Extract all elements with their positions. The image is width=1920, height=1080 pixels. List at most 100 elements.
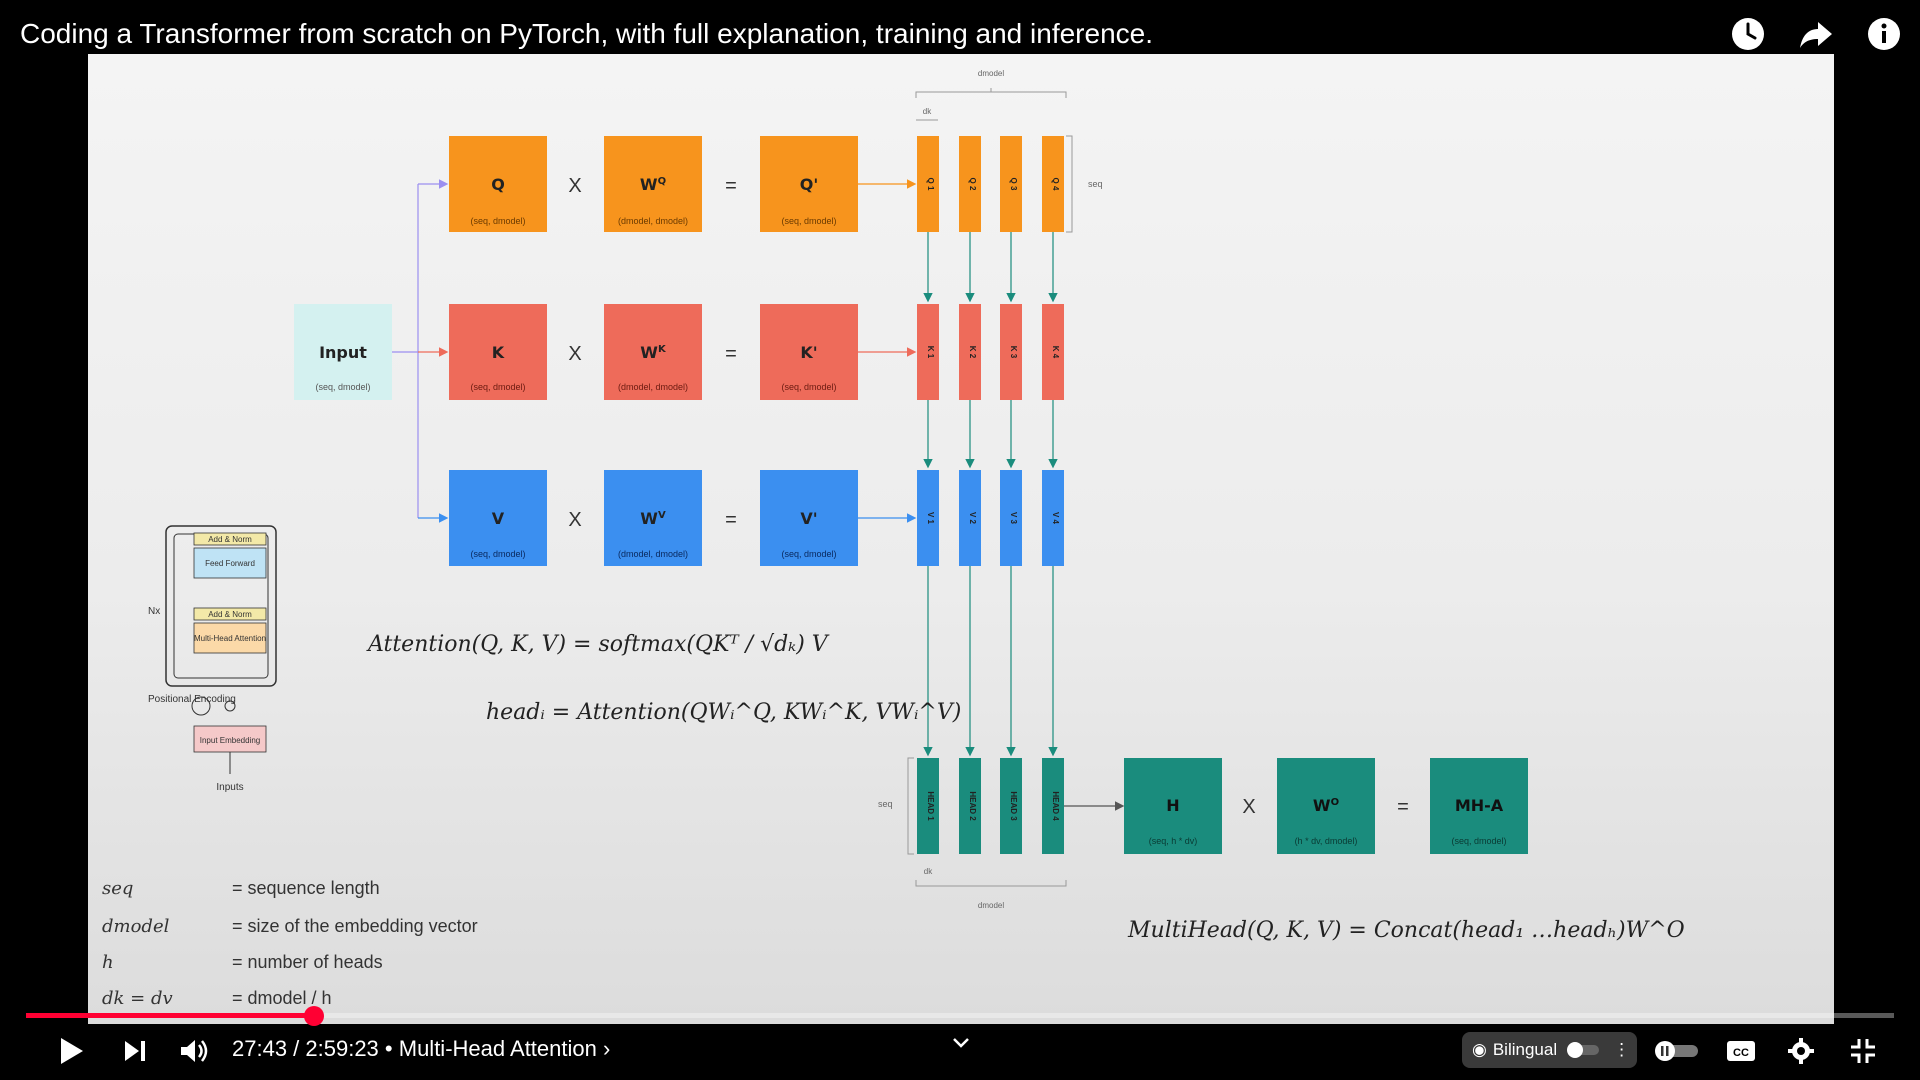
svg-text:Positional Encoding: Positional Encoding: [148, 694, 236, 705]
input-label: Input: [319, 343, 367, 362]
svg-text:(dmodel, dmodel): (dmodel, dmodel): [618, 549, 688, 559]
translate-icon: ◉: [1472, 1040, 1487, 1059]
svg-text:Q 4: Q 4: [1051, 178, 1060, 191]
video-frame[interactable]: Input (seq, dmodel) Q (seq, dmodel) X WQ…: [88, 54, 1834, 1024]
settings-button[interactable]: [1778, 1028, 1824, 1074]
svg-text:=: =: [725, 175, 737, 197]
next-icon: [125, 1041, 145, 1061]
svg-text:(seq, dmodel): (seq, dmodel): [781, 382, 836, 392]
svg-text:X: X: [568, 343, 581, 365]
svg-text:=: =: [725, 343, 737, 365]
svg-text:Feed Forward: Feed Forward: [205, 559, 255, 568]
svg-text:(seq, dmodel): (seq, dmodel): [470, 216, 525, 226]
svg-text:(seq, h * dv): (seq, h * dv): [1149, 836, 1198, 846]
input-box: [294, 304, 392, 400]
captions-button[interactable]: CC: [1718, 1028, 1764, 1074]
svg-text:Q': Q': [800, 175, 819, 194]
video-title[interactable]: Coding a Transformer from scratch on PyT…: [20, 18, 1154, 49]
svg-text:K 4: K 4: [1051, 346, 1060, 359]
exit-fullscreen-icon: [1851, 1039, 1875, 1063]
q-prime-box: [760, 136, 858, 232]
attention-formula: Attention(Q, K, V) = softmax(QKᵀ / √dₖ) …: [368, 632, 828, 657]
svg-text:HEAD 2: HEAD 2: [968, 791, 977, 821]
more-vert-icon[interactable]: ⋮: [1613, 1040, 1631, 1059]
wq-box: [604, 136, 702, 232]
svg-text:=: =: [1397, 796, 1409, 818]
wv-box: [604, 470, 702, 566]
toggle-dot-icon[interactable]: [1567, 1042, 1600, 1058]
share-icon[interactable]: [1796, 14, 1836, 54]
svg-text:V 2: V 2: [968, 512, 977, 525]
svg-text:(seq, dmodel): (seq, dmodel): [1451, 836, 1506, 846]
svg-text:seq: seq: [1088, 179, 1103, 189]
encoder-mini-diagram: Add & Norm Feed Forward Add & Norm Multi…: [148, 525, 277, 793]
watch-later-icon[interactable]: [1728, 14, 1768, 54]
info-icon[interactable]: [1864, 14, 1904, 54]
next-button[interactable]: [112, 1028, 158, 1074]
volume-icon: [181, 1040, 208, 1062]
svg-text:(seq, dmodel): (seq, dmodel): [781, 549, 836, 559]
play-icon: [61, 1038, 83, 1064]
svg-text:Nx: Nx: [148, 606, 160, 617]
svg-text:Add & Norm: Add & Norm: [208, 535, 252, 544]
svg-text:Q: Q: [491, 175, 505, 194]
chapter-chevron-icon[interactable]: ›: [602, 1036, 611, 1061]
svg-text:MH-A: MH-A: [1455, 796, 1504, 815]
mha-diagram: Input (seq, dmodel) Q (seq, dmodel) X WQ…: [148, 69, 1528, 910]
bilingual-toggle[interactable]: ◉ Bilingual ⋮: [1462, 1032, 1637, 1068]
svg-text:H: H: [1166, 796, 1179, 815]
svg-text:V 1: V 1: [926, 512, 935, 525]
svg-text:dk: dk: [924, 867, 933, 876]
input-sub: (seq, dmodel): [315, 382, 370, 392]
progress-bar[interactable]: [26, 1006, 1894, 1026]
svg-text:(seq, dmodel): (seq, dmodel): [470, 549, 525, 559]
svg-text:K 2: K 2: [968, 346, 977, 359]
volume-button[interactable]: [172, 1028, 218, 1074]
gear-icon: [1788, 1038, 1814, 1064]
multihead-formula: MultiHead(Q, K, V) = Concat(head₁ …headₕ…: [1128, 918, 1685, 943]
svg-text:Input Embedding: Input Embedding: [200, 736, 261, 745]
time-display[interactable]: 27:43 / 2:59:23 • Multi-Head Attention ›: [232, 1036, 611, 1061]
svg-text:X: X: [568, 175, 581, 197]
bilingual-label: Bilingual: [1492, 1040, 1558, 1059]
v-prime-box: [760, 470, 858, 566]
svg-text:dk: dk: [923, 107, 932, 116]
top-bar: Coding a Transformer from scratch on PyT…: [0, 0, 1920, 56]
chapter-title[interactable]: Multi-Head Attention: [398, 1036, 597, 1061]
k-box: [449, 304, 547, 400]
chevron-down-icon[interactable]: [952, 1036, 970, 1054]
legend-row: dk = dv = dmodel / h: [102, 988, 332, 1009]
top-icons: [1728, 14, 1904, 54]
v-box: [449, 470, 547, 566]
svg-text:(dmodel, dmodel): (dmodel, dmodel): [618, 216, 688, 226]
svg-text:(h * dv, dmodel): (h * dv, dmodel): [1295, 836, 1358, 846]
autoplay-toggle[interactable]: [1652, 1028, 1702, 1074]
svg-text:X: X: [568, 509, 581, 531]
legend-row: h = number of heads: [102, 952, 383, 973]
time-label: 27:43 / 2:59:23: [232, 1036, 379, 1061]
svg-text:dmodel: dmodel: [978, 69, 1004, 78]
exit-fullscreen-button[interactable]: [1840, 1028, 1886, 1074]
svg-text:(dmodel, dmodel): (dmodel, dmodel): [618, 382, 688, 392]
head-columns: [917, 136, 1064, 854]
play-button[interactable]: [48, 1028, 94, 1074]
svg-text:Add & Norm: Add & Norm: [208, 610, 252, 619]
svg-text:Multi-Head Attention: Multi-Head Attention: [194, 634, 266, 643]
svg-text:Q 1: Q 1: [926, 178, 935, 191]
autoplay-icon: [1655, 1041, 1698, 1061]
svg-text:CC: CC: [1733, 1047, 1749, 1059]
mha-box: [1430, 758, 1528, 854]
wk-box: [604, 304, 702, 400]
svg-text:HEAD 4: HEAD 4: [1051, 791, 1060, 821]
svg-text:(seq, dmodel): (seq, dmodel): [781, 216, 836, 226]
player-controls: 27:43 / 2:59:23 • Multi-Head Attention ›…: [0, 1022, 1920, 1080]
q-box: [449, 136, 547, 232]
svg-text:K 1: K 1: [926, 346, 935, 359]
svg-text:X: X: [1242, 796, 1255, 818]
svg-text:WV: WV: [640, 509, 666, 528]
svg-text:dmodel: dmodel: [978, 901, 1004, 910]
progress-scrubber[interactable]: [303, 1006, 324, 1026]
svg-text:HEAD 1: HEAD 1: [926, 791, 935, 821]
legend-row: dmodel = size of the embedding vector: [102, 916, 478, 937]
svg-text:Q 3: Q 3: [1009, 178, 1018, 191]
